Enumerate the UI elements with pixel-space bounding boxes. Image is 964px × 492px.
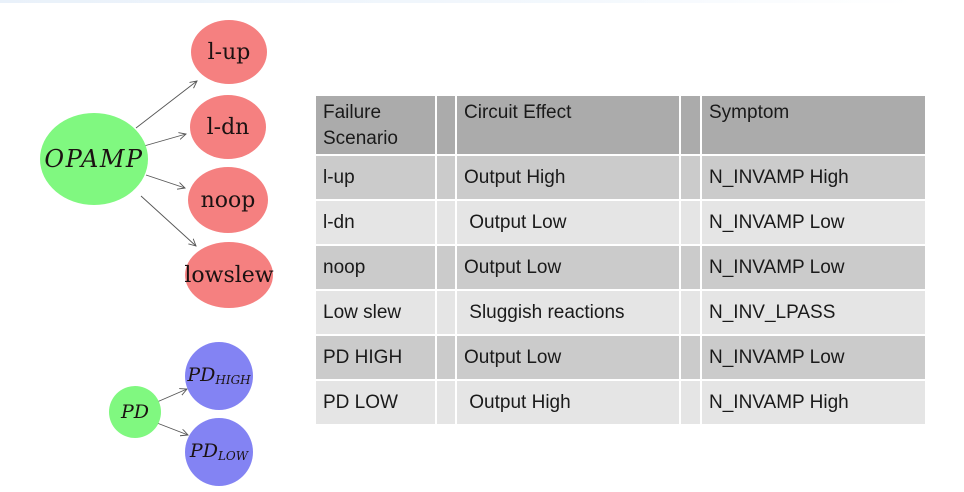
cell-symptom: N_INV_LPASS: [702, 291, 925, 334]
lowslew-node-label: lowslew: [184, 263, 273, 288]
cell-scenario: noop: [316, 246, 435, 289]
cell-spacer: [437, 381, 455, 424]
lowslew-node: [185, 242, 273, 308]
edge-opamp-noop: [145, 174, 185, 188]
cell-spacer: [681, 291, 700, 334]
cell-effect: Output High: [457, 156, 679, 199]
cell-scenario: PD HIGH: [316, 336, 435, 379]
header-failure-scenario: Failure Scenario: [316, 96, 435, 154]
cell-scenario: l-up: [316, 156, 435, 199]
pd-node-label: PD: [120, 401, 149, 423]
header-symptom: Symptom: [702, 96, 925, 154]
cell-scenario: PD LOW: [316, 381, 435, 424]
cell-symptom: N_INVAMP Low: [702, 336, 925, 379]
fault-tree-diagram: OPAMP l-up l-dn noop lowslew PD PDHIGH P…: [40, 20, 274, 486]
pd-node: [109, 386, 161, 438]
cell-spacer: [437, 336, 455, 379]
cell-effect: Output Low: [457, 336, 679, 379]
lup-node: [191, 20, 267, 84]
noop-node: [188, 167, 268, 233]
cell-spacer: [681, 336, 700, 379]
edge-opamp-lowslew: [140, 195, 196, 246]
pdhigh-node-label: PDHIGH: [186, 364, 251, 387]
failure-scenario-table: Failure Scenario Circuit Effect Symptom …: [316, 96, 925, 424]
header-circuit-effect: Circuit Effect: [457, 96, 679, 154]
opamp-node: [40, 113, 148, 205]
cell-spacer: [681, 246, 700, 289]
cell-effect: Sluggish reactions: [457, 291, 679, 334]
cell-scenario: l-dn: [316, 201, 435, 244]
cell-spacer: [437, 201, 455, 244]
lup-node-label: l-up: [208, 40, 251, 65]
cell-spacer: [437, 156, 455, 199]
top-edge-artifact: [0, 0, 964, 3]
cell-effect: Output Low: [457, 246, 679, 289]
cell-symptom: N_INVAMP High: [702, 381, 925, 424]
cell-spacer: [437, 246, 455, 289]
edge-opamp-lup: [135, 81, 197, 129]
pdhigh-node: [185, 342, 253, 410]
cell-effect: Output High: [457, 381, 679, 424]
ldn-node-label: l-dn: [207, 115, 250, 140]
cell-scenario: Low slew: [316, 291, 435, 334]
header-spacer-1: [437, 96, 455, 154]
opamp-node-label: OPAMP: [44, 145, 143, 173]
cell-spacer: [681, 156, 700, 199]
cell-symptom: N_INVAMP Low: [702, 201, 925, 244]
cell-spacer: [681, 381, 700, 424]
cell-symptom: N_INVAMP High: [702, 156, 925, 199]
pdlow-node-label: PDLOW: [189, 440, 250, 463]
cell-spacer: [681, 201, 700, 244]
pdlow-node: [185, 418, 253, 486]
cell-effect: Output Low: [457, 201, 679, 244]
header-spacer-2: [681, 96, 700, 154]
cell-symptom: N_INVAMP Low: [702, 246, 925, 289]
edge-opamp-ldn: [143, 134, 186, 147]
ldn-node: [190, 95, 266, 159]
edge-pd-pdlow: [156, 422, 188, 435]
edge-pd-pdhigh: [156, 389, 187, 403]
noop-node-label: noop: [201, 188, 256, 213]
cell-spacer: [437, 291, 455, 334]
